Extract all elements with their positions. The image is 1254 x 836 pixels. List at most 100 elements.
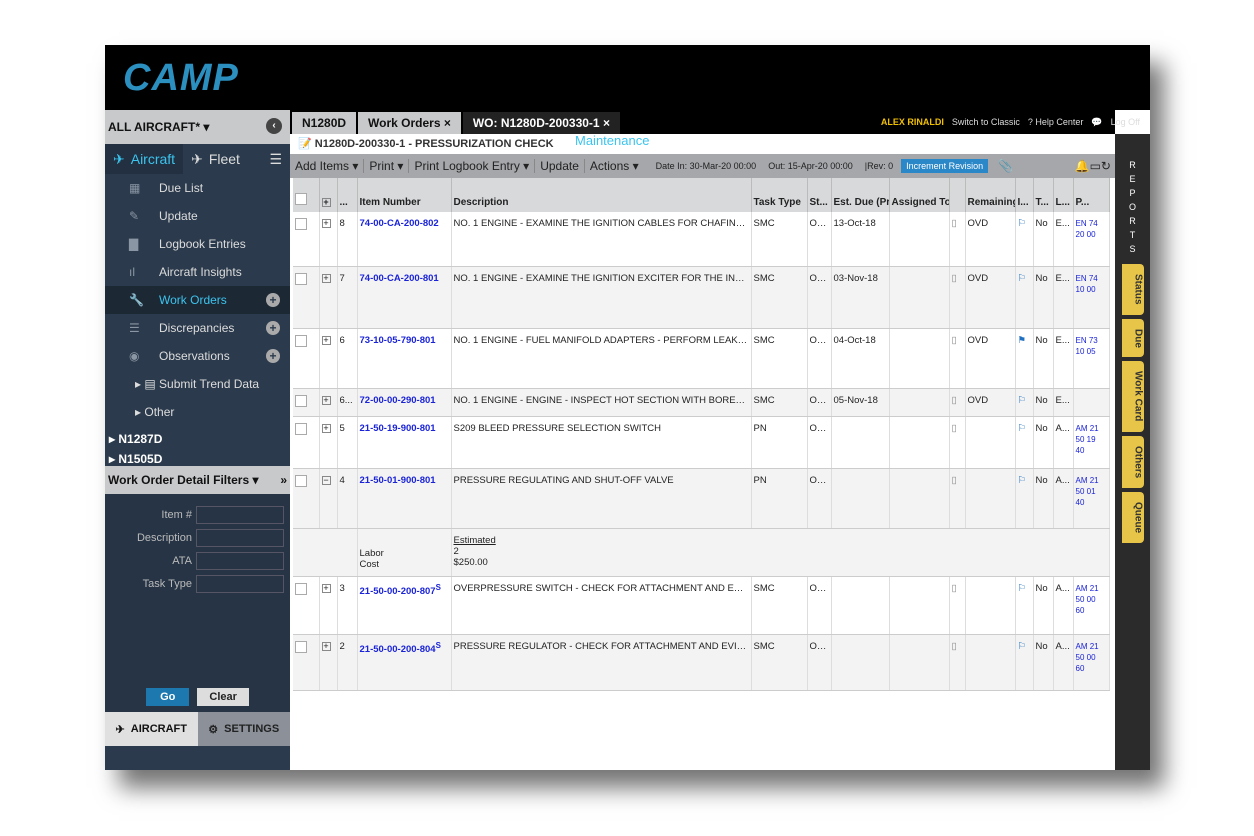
row-p-link[interactable] xyxy=(1073,388,1110,417)
nav-contact-us[interactable]: Contact Us xyxy=(851,133,906,145)
row-checkbox[interactable] xyxy=(293,576,320,635)
flag-icon[interactable]: ⚐ xyxy=(1015,388,1034,417)
nav-fleet-analytics[interactable]: Fleet Analytics xyxy=(939,133,1011,145)
col-seq[interactable]: ... xyxy=(337,178,358,212)
reports-tab[interactable]: REPORTS xyxy=(1127,160,1138,258)
sidebar-item-other[interactable]: ▸ Other xyxy=(105,398,290,426)
notes-icon[interactable]: ▯ xyxy=(949,576,966,635)
col-assigned-to[interactable]: Assigned To xyxy=(889,178,950,212)
table-row[interactable]: + 6... 72-00-00-290-801 NO. 1 ENGINE - E… xyxy=(293,388,1110,417)
item-number-input[interactable] xyxy=(196,506,284,524)
update-button[interactable]: Update xyxy=(535,159,585,173)
item-number-link[interactable]: 73-10-05-790-801 xyxy=(357,328,452,389)
notes-icon[interactable]: ▯ xyxy=(949,388,966,417)
collapse-sidebar-icon[interactable]: ‹ xyxy=(266,118,282,134)
sidebar-item-observations[interactable]: ◉ Observations + xyxy=(105,342,290,370)
add-observation-icon[interactable]: + xyxy=(266,349,280,363)
add-items-button[interactable]: Add Items ▾ xyxy=(290,159,365,173)
item-number-link[interactable]: 72-00-00-290-801 xyxy=(357,388,452,417)
user-name[interactable]: ALEX RINALDI xyxy=(880,117,944,127)
others-tab[interactable]: Others xyxy=(1121,435,1144,489)
sidebar-item-logbook-entries[interactable]: ▇ Logbook Entries xyxy=(105,230,290,258)
flag-icon[interactable]: ⚐ xyxy=(1015,634,1034,691)
mode-fleet-tab[interactable]: ✈ Fleet xyxy=(183,151,248,168)
chat-icon[interactable]: 💬 xyxy=(1091,117,1103,127)
add-work-order-icon[interactable]: + xyxy=(266,293,280,307)
aircraft-n1505d[interactable]: ▸ N1505D xyxy=(109,452,163,466)
row-checkbox[interactable] xyxy=(293,416,320,469)
expand-row-icon[interactable]: + xyxy=(319,328,338,389)
clear-button[interactable]: Clear xyxy=(197,688,249,706)
nav-maintenance[interactable]: Maintenance xyxy=(575,133,650,148)
flag-icon[interactable]: ⚐ xyxy=(1015,212,1034,267)
sidebar-item-submit-trend-data[interactable]: ▸ ▤ Submit Trend Data xyxy=(105,370,290,398)
col-description[interactable]: Description xyxy=(451,178,752,212)
col-t[interactable]: T... xyxy=(1033,178,1054,212)
switch-classic-link[interactable]: Switch to Classic xyxy=(951,117,1020,127)
col-status[interactable]: St... xyxy=(807,178,832,212)
close-icon[interactable]: × xyxy=(602,116,610,130)
select-all-checkbox[interactable] xyxy=(293,178,320,212)
add-discrepancy-icon[interactable]: + xyxy=(266,321,280,335)
menu-icon[interactable]: ☰ xyxy=(269,150,282,167)
row-checkbox[interactable] xyxy=(293,468,320,529)
sidebar-item-work-orders[interactable]: 🔧 Work Orders + xyxy=(105,286,290,314)
description-input[interactable] xyxy=(196,529,284,547)
col-task-type[interactable]: Task Type xyxy=(751,178,808,212)
aircraft-bottom-tab[interactable]: ✈ AIRCRAFT xyxy=(105,712,198,746)
help-center-link[interactable]: ? Help Center xyxy=(1027,117,1084,127)
row-checkbox[interactable] xyxy=(293,328,320,389)
table-row[interactable]: + 5 21-50-19-900-801 S209 BLEED PRESSURE… xyxy=(293,416,1110,469)
flag-icon[interactable]: ⚐ xyxy=(1015,416,1034,469)
nav-scheduling[interactable]: Scheduling xyxy=(762,133,818,145)
sidebar-item-aircraft-insights[interactable]: ıl Aircraft Insights xyxy=(105,258,290,286)
print-logbook-button[interactable]: Print Logbook Entry ▾ xyxy=(409,159,536,173)
flag-icon[interactable]: ⚐ xyxy=(1015,468,1034,529)
item-number-link[interactable]: 74-00-CA-200-802 xyxy=(357,212,452,267)
item-number-link[interactable]: 21-50-01-900-801 xyxy=(357,468,452,529)
row-p-link[interactable]: EN 73 10 05 xyxy=(1073,328,1110,389)
sidebar-item-discrepancies[interactable]: ☰ Discrepancies + xyxy=(105,314,290,342)
nav-inventory[interactable]: Inventory xyxy=(683,133,729,145)
tab-work-orders[interactable]: Work Orders × xyxy=(358,112,461,134)
item-number-link[interactable]: 21-50-19-900-801 xyxy=(357,416,452,469)
col-item-number[interactable]: Item Number xyxy=(357,178,452,212)
due-tab[interactable]: Due xyxy=(1121,318,1144,358)
close-icon[interactable]: × xyxy=(443,116,451,130)
print-button[interactable]: Print ▾ xyxy=(364,159,410,173)
col-l[interactable]: L... xyxy=(1053,178,1074,212)
table-row[interactable]: + 2 21-50-00-200-804S PRESSURE REGULATOR… xyxy=(293,634,1110,691)
tab-work-order-detail[interactable]: WO: N1280D-200330-1 × xyxy=(462,112,620,134)
table-row[interactable]: + 6 73-10-05-790-801 NO. 1 ENGINE - FUEL… xyxy=(293,328,1110,389)
notes-icon[interactable]: ▯ xyxy=(949,468,966,529)
aircraft-scope-dropdown[interactable]: ALL AIRCRAFT* ▾ ‹ xyxy=(105,110,290,144)
collapse-row-icon[interactable]: − xyxy=(319,468,338,529)
row-checkbox[interactable] xyxy=(293,634,320,691)
aircraft-n1287d[interactable]: ▸ N1287D xyxy=(109,432,163,446)
increment-revision-button[interactable]: Increment Revision xyxy=(901,159,989,173)
table-row[interactable]: + 8 74-00-CA-200-802 NO. 1 ENGINE - EXAM… xyxy=(293,212,1110,267)
col-i[interactable]: I... xyxy=(1015,178,1034,212)
notes-icon[interactable]: ▯ xyxy=(949,328,966,389)
flag-icon[interactable]: ⚐ xyxy=(1015,266,1034,329)
item-number-link[interactable]: 21-50-00-200-807S xyxy=(357,576,452,635)
row-checkbox[interactable] xyxy=(293,266,320,329)
status-tab[interactable]: Status xyxy=(1121,264,1144,315)
settings-bottom-tab[interactable]: ⚙ SETTINGS xyxy=(197,712,290,746)
sidebar-item-due-list[interactable]: ▦ Due List xyxy=(105,174,290,202)
item-number-link[interactable]: 74-00-CA-200-801 xyxy=(357,266,452,329)
notes-icon[interactable]: ▯ xyxy=(949,212,966,267)
expand-row-icon[interactable]: + xyxy=(319,416,338,469)
row-p-link[interactable]: EN 74 10 00 xyxy=(1073,266,1110,329)
expand-row-icon[interactable]: + xyxy=(319,634,338,691)
row-p-link[interactable]: AM 21 50 00 60 xyxy=(1073,576,1110,635)
row-checkbox[interactable] xyxy=(293,212,320,267)
actions-button[interactable]: Actions ▾ xyxy=(589,159,639,173)
tab-aircraft[interactable]: N1280D xyxy=(292,112,357,134)
col-est-due[interactable]: Est. Due (Proj) xyxy=(831,178,890,212)
mode-aircraft-tab[interactable]: ✈ Aircraft xyxy=(105,144,184,174)
expand-row-icon[interactable]: + xyxy=(319,266,338,329)
table-row[interactable]: + 7 74-00-CA-200-801 NO. 1 ENGINE - EXAM… xyxy=(293,266,1110,329)
bell-icon[interactable]: 🔔▭↻ xyxy=(1074,159,1111,173)
notes-icon[interactable]: ▯ xyxy=(949,416,966,469)
